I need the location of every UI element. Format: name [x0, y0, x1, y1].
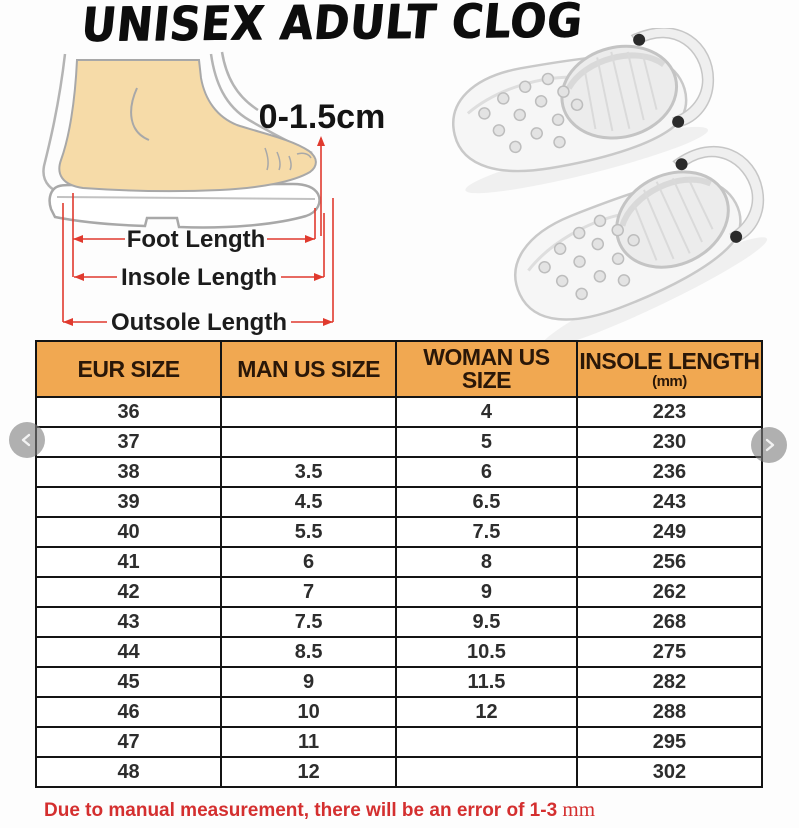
table-row: 43 7.5 9.5 268: [34, 606, 764, 638]
table-cell: 288: [575, 696, 764, 728]
table-cell: 11: [220, 726, 398, 758]
table-cell: 36: [34, 396, 223, 428]
table-cell: 268: [575, 606, 764, 638]
table-cell: 262: [575, 576, 764, 608]
header-insole-length: INSOLE LENGTH (mm): [575, 340, 764, 398]
allowance-label: 0-1.5cm: [259, 98, 385, 136]
foot-illustration: [58, 59, 317, 193]
table-cell: 43: [34, 606, 223, 638]
table-cell: 9: [395, 576, 578, 608]
size-table-header: EUR SIZE MAN US SIZE WOMAN US SIZE INSOL…: [34, 340, 764, 398]
table-cell: 223: [575, 396, 764, 428]
table-cell: 6.5: [395, 486, 578, 518]
table-cell: 39: [34, 486, 223, 518]
table-cell: 302: [575, 756, 764, 788]
header-woman-us-size: WOMAN US SIZE: [395, 340, 578, 398]
foot-length-label: Foot Length: [127, 226, 266, 253]
table-cell: 6: [220, 546, 398, 578]
table-cell: 45: [34, 666, 223, 698]
table-row: 48 12 302: [34, 756, 764, 788]
table-cell: 249: [575, 516, 764, 548]
header-label: INSOLE LENGTH: [579, 347, 760, 374]
table-cell: 47: [34, 726, 223, 758]
table-cell: 3.5: [220, 456, 398, 488]
disclaimer-unit: mm: [562, 797, 596, 821]
table-cell: 44: [34, 636, 223, 668]
table-cell: 275: [575, 636, 764, 668]
table-cell: 295: [575, 726, 764, 758]
header-label: WOMAN US SIZE: [423, 344, 550, 393]
table-row: 36 4 223: [34, 396, 764, 428]
table-row: 46 10 12 288: [34, 696, 764, 728]
table-cell: 8: [395, 546, 578, 578]
table-row: 39 4.5 6.5 243: [34, 486, 764, 518]
header-label: MAN US SIZE: [237, 355, 380, 382]
shoe-sole: [48, 182, 321, 229]
table-cell: 38: [34, 456, 223, 488]
table-cell: 5.5: [220, 516, 398, 548]
table-cell: [220, 396, 398, 428]
header-man-us-size: MAN US SIZE: [220, 340, 398, 398]
table-cell: 48: [34, 756, 223, 788]
foot-measurement-diagram: 0-1.5cm Foot Length Insole Length Outsol…: [42, 51, 385, 336]
table-row: 45 9 11.5 282: [34, 666, 764, 698]
table-row: 38 3.5 6 236: [34, 456, 764, 488]
table-row: 44 8.5 10.5 275: [34, 636, 764, 668]
chevron-left-icon: [21, 433, 31, 447]
table-cell: 4.5: [220, 486, 398, 518]
table-cell: 9: [220, 666, 398, 698]
table-cell: [395, 726, 578, 758]
table-cell: 12: [220, 756, 398, 788]
table-row: 47 11 295: [34, 726, 764, 758]
table-cell: 4: [395, 396, 578, 428]
header-sub: (mm): [652, 372, 687, 390]
table-cell: 236: [575, 456, 764, 488]
table-cell: 7.5: [395, 516, 578, 548]
header-label: EUR SIZE: [77, 355, 181, 382]
table-cell: 10.5: [395, 636, 578, 668]
table-row: 40 5.5 7.5 249: [34, 516, 764, 548]
carousel-next-button[interactable]: [751, 427, 787, 463]
table-cell: [220, 426, 398, 458]
table-cell: 7: [220, 576, 398, 608]
outsole-length-label: Outsole Length: [111, 309, 287, 336]
table-cell: 243: [575, 486, 764, 518]
table-row: 42 7 9 262: [34, 576, 764, 608]
table-cell: 46: [34, 696, 223, 728]
header-eur-size: EUR SIZE: [34, 340, 223, 398]
table-cell: 40: [34, 516, 223, 548]
table-cell: 5: [395, 426, 578, 458]
table-cell: 11.5: [395, 666, 578, 698]
table-cell: 6: [395, 456, 578, 488]
table-cell: 41: [34, 546, 223, 578]
table-cell: 230: [575, 426, 764, 458]
table-cell: 12: [395, 696, 578, 728]
table-cell: 9.5: [395, 606, 578, 638]
size-table: EUR SIZE MAN US SIZE WOMAN US SIZE INSOL…: [34, 340, 764, 788]
table-cell: 42: [34, 576, 223, 608]
insole-length-label: Insole Length: [121, 264, 277, 291]
table-cell: [395, 756, 578, 788]
disclaimer-note: Due to manual measurement, there will be…: [44, 797, 595, 822]
table-cell: 7.5: [220, 606, 398, 638]
size-table-body: 36 4 223 37 5 230 38 3.5 6 236 39 4.5 6.5 243 40 5.5 7.5…: [34, 396, 764, 788]
table-cell: 37: [34, 426, 223, 458]
measurement-arrowheads: [63, 136, 333, 326]
table-cell: 8.5: [220, 636, 398, 668]
table-cell: 256: [575, 546, 764, 578]
table-row: 37 5 230: [34, 426, 764, 458]
clogs-image: [415, 28, 799, 340]
chevron-right-icon: [765, 438, 775, 452]
table-row: 41 6 8 256: [34, 546, 764, 578]
carousel-prev-button[interactable]: [9, 422, 45, 458]
table-cell: 282: [575, 666, 764, 698]
table-cell: 10: [220, 696, 398, 728]
disclaimer-text: Due to manual measurement, there will be…: [44, 800, 558, 821]
